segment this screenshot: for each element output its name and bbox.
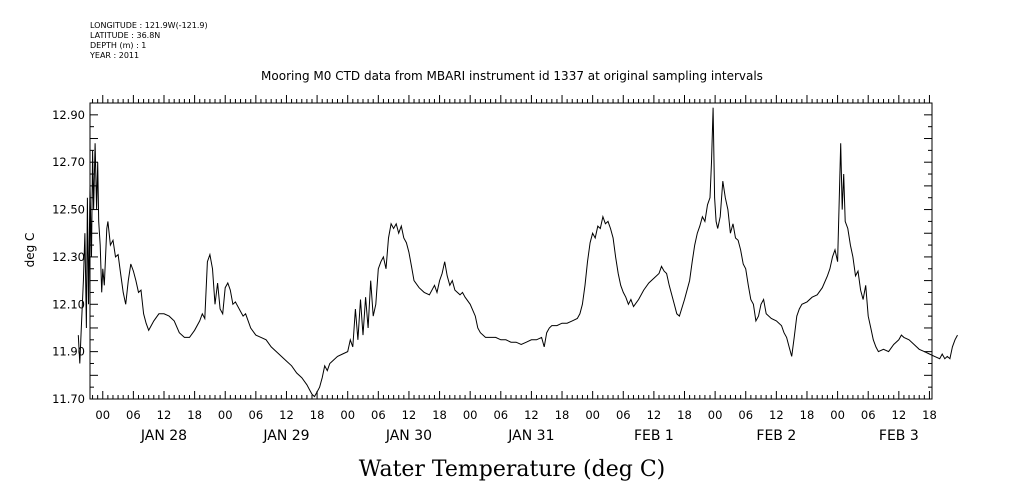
- x-hour-label: 12: [647, 408, 662, 422]
- x-day-label: JAN 28: [140, 428, 187, 444]
- x-hour-label: 00: [463, 408, 478, 422]
- year-label: YEAR : 2011: [90, 51, 140, 60]
- x-day-label: JAN 30: [385, 428, 432, 444]
- x-hour-label: 00: [218, 408, 233, 422]
- x-hour-label: 06: [371, 408, 386, 422]
- x-hour-label: 00: [95, 408, 110, 422]
- x-hour-label: 18: [432, 408, 447, 422]
- x-hour-label: 12: [157, 408, 172, 422]
- latitude-label: LATITUDE : 36.8N: [90, 31, 161, 40]
- y-tick-label: 11.90: [52, 345, 85, 359]
- x-day-label: FEB 2: [756, 428, 796, 444]
- x-hour-label: 18: [555, 408, 570, 422]
- x-hour-label: 00: [585, 408, 600, 422]
- y-tick-label: 12.90: [52, 108, 85, 122]
- x-hour-label: 06: [738, 408, 753, 422]
- x-hour-label: 06: [493, 408, 508, 422]
- x-hour-label: 00: [340, 408, 355, 422]
- x-hour-label: 12: [769, 408, 784, 422]
- x-day-label: FEB 1: [634, 428, 674, 444]
- plot-frame: [89, 102, 933, 400]
- x-hour-label: 18: [922, 408, 937, 422]
- x-axis-label: Water Temperature (deg C): [359, 457, 666, 482]
- y-tick-label: 12.50: [52, 203, 85, 217]
- x-hour-label: 18: [800, 408, 815, 422]
- y-tick-label: 12.30: [52, 250, 85, 264]
- x-hour-label: 12: [402, 408, 417, 422]
- y-tick-label: 12.10: [52, 297, 85, 311]
- x-day-label: FEB 3: [879, 428, 919, 444]
- y-axis-label: deg C: [23, 233, 37, 268]
- x-hour-label: 06: [249, 408, 264, 422]
- station-metadata: LONGITUDE : 121.9W(-121.9) LATITUDE : 36.…: [90, 21, 208, 61]
- tick-labels: 11.70 11.90 12.10 12.30 12.50 12.70 12.90 00 06 1…: [52, 108, 937, 444]
- temperature-series-line: [77, 107, 958, 398]
- chart-title: Mooring M0 CTD data from MBARI instrumen…: [261, 69, 763, 83]
- x-hour-label: 06: [126, 408, 141, 422]
- axis-ticks: [90, 95, 932, 400]
- x-day-label: JAN 29: [262, 428, 309, 444]
- series-layer: [77, 107, 958, 398]
- longitude-label: LONGITUDE : 121.9W(-121.9): [90, 21, 208, 30]
- x-hour-label: 00: [830, 408, 845, 422]
- x-hour-label: 18: [187, 408, 202, 422]
- x-hour-label: 12: [524, 408, 539, 422]
- x-day-label: JAN 31: [507, 428, 554, 444]
- x-hour-label: 12: [279, 408, 294, 422]
- depth-label: DEPTH (m) : 1: [90, 41, 147, 50]
- x-hour-label: 06: [861, 408, 876, 422]
- x-hour-label: 18: [677, 408, 692, 422]
- x-hour-label: 12: [892, 408, 907, 422]
- x-hour-label: 00: [708, 408, 723, 422]
- y-tick-label: 11.70: [52, 392, 85, 406]
- x-hour-label: 18: [310, 408, 325, 422]
- x-hour-label: 06: [616, 408, 631, 422]
- y-tick-label: 12.70: [52, 155, 85, 169]
